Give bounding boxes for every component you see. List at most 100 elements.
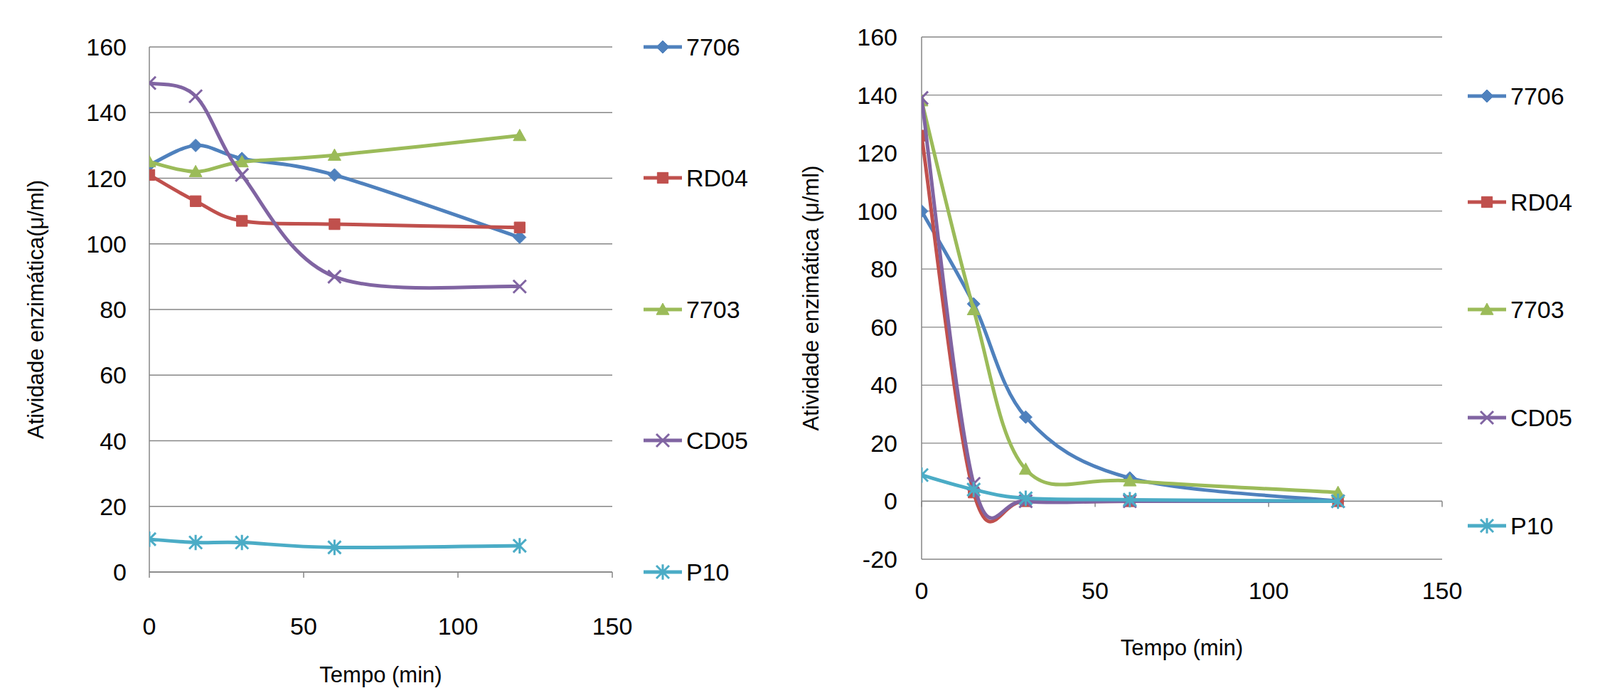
x-tick-label: 100: [438, 612, 479, 640]
legend-label: RD04: [686, 164, 749, 192]
legend-label: CD05: [1510, 403, 1573, 431]
data-point: [189, 138, 202, 152]
data-point: [1123, 492, 1137, 508]
y-tick-label: 140: [86, 98, 127, 126]
y-tick-label: 80: [870, 255, 898, 283]
data-point: [189, 164, 202, 177]
y-tick-label: -20: [862, 545, 898, 573]
data-point: [189, 195, 201, 207]
grid-line: [149, 571, 613, 572]
legend-marker: [1480, 411, 1494, 424]
x-tick: [1441, 500, 1443, 507]
legend-label: CD05: [686, 426, 749, 454]
grid-line: [921, 152, 1443, 153]
grid-line: [921, 384, 1443, 386]
y-tick-label: 120: [856, 139, 898, 167]
y-tick-label: 40: [870, 371, 898, 399]
legend-marker: [1480, 89, 1494, 103]
legend-entry: P10: [643, 558, 730, 586]
grid-line: [149, 308, 613, 310]
legend-entry: 7706: [1467, 82, 1565, 110]
legend-marker: [656, 302, 670, 315]
data-point: [514, 221, 525, 233]
grid-line: [149, 112, 613, 114]
legend-label: 7703: [686, 295, 741, 323]
data-point: [513, 280, 527, 293]
data-point: [513, 129, 527, 141]
x-tick-label: 0: [915, 576, 929, 604]
legend-marker: [1481, 196, 1492, 207]
x-tick: [611, 571, 613, 578]
legend-entry: RD04: [643, 164, 749, 192]
series-line: [921, 100, 1339, 493]
legend-entry: 7703: [1467, 295, 1565, 323]
data-point: [327, 148, 341, 160]
grid-line: [149, 505, 613, 507]
grid-line: [921, 94, 1443, 96]
legend-entry: 7706: [643, 33, 741, 61]
chart-panel: -20020406080100120140160050100150Tempo (…: [798, 23, 1573, 660]
x-tick-label: 100: [1248, 576, 1290, 604]
data-point: [149, 169, 156, 180]
data-point: [921, 204, 928, 218]
grid-line: [149, 177, 613, 179]
legend-entry: 7703: [643, 295, 741, 323]
data-point: [1019, 410, 1032, 424]
legend-label: RD04: [1510, 188, 1573, 216]
x-axis: [149, 571, 613, 573]
grid-line: [921, 210, 1443, 212]
grid-line: [149, 374, 613, 376]
y-tick-label: 20: [99, 492, 127, 520]
x-tick-label: 50: [290, 612, 318, 640]
data-point: [189, 534, 202, 551]
grid-line: [149, 440, 613, 441]
data-point: [329, 218, 340, 229]
y-axis: [148, 46, 151, 572]
grid-line: [921, 268, 1443, 270]
grid-line: [921, 36, 1443, 37]
data-point: [921, 467, 928, 483]
series-line: [921, 98, 1339, 519]
legend-entry: CD05: [643, 426, 749, 454]
legend-entry: RD04: [1467, 188, 1573, 216]
y-axis-title: Atividade enzimática(μ/ml): [23, 179, 49, 439]
legend-label: 7706: [1510, 82, 1565, 110]
data-point: [327, 168, 341, 182]
y-tick-label: 0: [883, 487, 898, 515]
series-line: [921, 135, 1339, 522]
grid-line: [149, 243, 613, 244]
y-tick-label: 100: [856, 197, 898, 225]
grid-line: [921, 558, 1443, 559]
plot-area: [149, 76, 527, 555]
grid-line: [921, 442, 1443, 444]
legend-marker: [657, 172, 668, 183]
legend-entry: P10: [1467, 512, 1554, 540]
series-line: [149, 135, 520, 173]
data-point: [967, 481, 980, 498]
y-axis-title: Atividade enzimática (μ/ml): [798, 165, 824, 431]
data-point: [327, 539, 341, 556]
legend-marker: [1480, 517, 1494, 534]
series-line: [149, 83, 520, 288]
legend-marker: [1480, 302, 1494, 315]
data-point: [1123, 474, 1137, 486]
data-point: [149, 76, 156, 90]
x-tick: [148, 571, 151, 578]
data-point: [149, 531, 156, 547]
x-tick-label: 50: [1081, 576, 1109, 604]
legend-marker: [656, 433, 670, 447]
x-tick: [457, 571, 459, 578]
data-point: [1019, 462, 1032, 475]
y-tick-label: 60: [870, 313, 898, 341]
y-tick-label: 0: [113, 558, 127, 586]
y-tick-label: 40: [99, 427, 127, 455]
x-tick: [302, 571, 305, 578]
x-axis-title: Tempo (min): [1120, 635, 1244, 660]
data-point: [189, 89, 202, 103]
data-point: [235, 168, 249, 182]
data-point: [1331, 493, 1345, 510]
data-point: [1019, 490, 1032, 507]
grid-line: [921, 326, 1443, 328]
y-tick-label: 160: [86, 33, 127, 61]
legend-marker: [656, 563, 670, 580]
